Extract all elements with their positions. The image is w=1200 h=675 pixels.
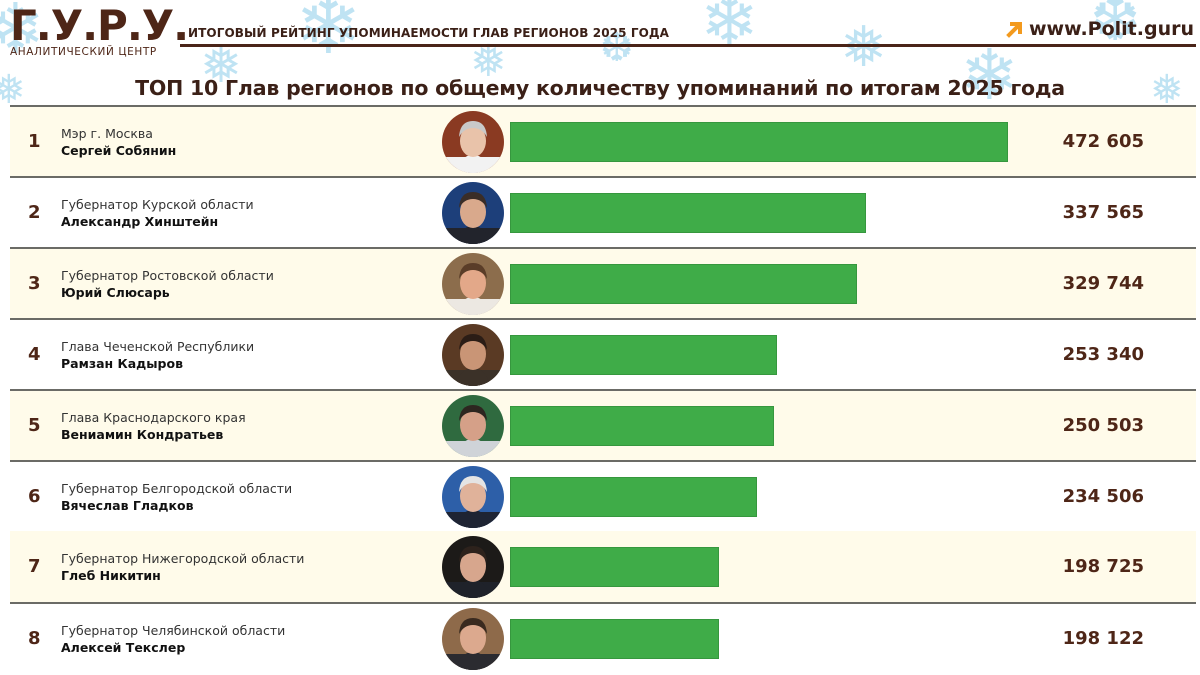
value-bar	[510, 546, 719, 587]
person-photo-icon	[442, 191, 504, 244]
person-label: Глава Чеченской Республики Рамзан Кадыров	[61, 338, 254, 372]
mention-count: 198 725	[1062, 556, 1144, 577]
snowflake-decoration: ❄	[700, 0, 759, 62]
person-photo-icon	[442, 617, 504, 670]
avatar	[442, 323, 504, 386]
person-label: Губернатор Курской области Александр Хинш…	[61, 196, 254, 230]
header-divider	[180, 44, 1196, 47]
person-name: Глеб Никитин	[61, 567, 161, 583]
table-row: 1 Мэр г. Москва Сергей Собянин 472 605	[10, 105, 1196, 176]
table-row: 8 Губернатор Челябинской области Алексей Т…	[10, 602, 1196, 673]
ranking-table: 1 Мэр г. Москва Сергей Собянин 472 605 2 Губе…	[10, 105, 1196, 673]
table-row: 2 Губернатор Курской области Александр Хин…	[10, 176, 1196, 247]
avatar	[442, 465, 504, 528]
position-title: Глава Чеченской Республики	[61, 338, 255, 354]
logo-wordmark: Г.У.Р.У.	[10, 1, 189, 50]
person-label: Глава Краснодарского края Вениамин Кондра…	[61, 409, 246, 443]
person-name: Юрий Слюсарь	[61, 284, 170, 300]
person-name: Александр Хинштейн	[61, 213, 219, 229]
position-title: Губернатор Белгородской области	[61, 480, 293, 496]
mention-count: 198 122	[1062, 628, 1144, 649]
person-name: Вениамин Кондратьев	[61, 426, 224, 442]
table-row: 3 Губернатор Ростовской области Юрий Слюса…	[10, 247, 1196, 318]
person-label: Губернатор Челябинской области Алексей Те…	[61, 622, 285, 656]
avatar	[442, 110, 504, 173]
site-url[interactable]: www.Polit.guru	[1029, 18, 1194, 40]
rank-number: 8	[28, 628, 41, 649]
table-row: 4 Глава Чеченской Республики Рамзан Кадыро…	[10, 318, 1196, 389]
value-bar	[510, 192, 866, 233]
mention-count: 472 605	[1062, 131, 1144, 152]
person-name: Сергей Собянин	[61, 142, 177, 158]
person-photo-icon	[442, 475, 504, 528]
value-bar	[510, 121, 1008, 162]
person-photo-icon	[442, 333, 504, 386]
rank-number: 4	[28, 344, 41, 365]
mention-count: 329 744	[1062, 273, 1144, 294]
rank-number: 1	[28, 131, 41, 152]
person-photo-icon	[442, 404, 504, 457]
report-title: ИТОГОВЫЙ РЕЙТИНГ УПОМИНАЕМОСТИ ГЛАВ РЕГИ…	[188, 26, 670, 40]
avatar	[442, 252, 504, 315]
guru-logo: Г.У.Р.У. АНАЛИТИЧЕСКИЙ ЦЕНТР	[10, 1, 189, 59]
rank-number: 6	[28, 486, 41, 507]
value-bar	[510, 263, 857, 304]
person-photo-icon	[442, 120, 504, 173]
position-title: Губернатор Челябинской области	[61, 622, 286, 638]
person-label: Губернатор Белгородской области Вячеслав …	[61, 480, 292, 514]
avatar	[442, 394, 504, 457]
position-title: Глава Краснодарского края	[61, 409, 246, 425]
value-bar	[510, 476, 757, 517]
value-bar	[510, 334, 777, 375]
chart-title: ТОП 10 Глав регионов по общему количеств…	[135, 76, 1065, 100]
position-title: Губернатор Ростовской области	[61, 267, 274, 283]
mention-count: 337 565	[1062, 202, 1144, 223]
mention-count: 253 340	[1062, 344, 1144, 365]
rank-number: 7	[28, 556, 41, 577]
snowflake-decoration: ❅	[840, 15, 887, 80]
value-bar	[510, 618, 719, 659]
logo-subtitle: АНАЛИТИЧЕСКИЙ ЦЕНТР	[10, 46, 157, 58]
avatar	[442, 535, 504, 598]
person-label: Губернатор Ростовской области Юрий Слюсар…	[61, 267, 274, 301]
table-row: 5 Глава Краснодарского края Вениамин Кондр…	[10, 389, 1196, 460]
rank-number: 2	[28, 202, 41, 223]
person-label: Губернатор Нижегородской области Глеб Ник…	[61, 550, 304, 584]
site-link[interactable]: www.Polit.guru	[1005, 18, 1194, 40]
person-label: Мэр г. Москва Сергей Собянин	[61, 125, 176, 159]
mention-count: 250 503	[1062, 415, 1144, 436]
person-name: Вячеслав Гладков	[61, 497, 194, 513]
rank-number: 5	[28, 415, 41, 436]
position-title: Губернатор Курской области	[61, 196, 254, 212]
rank-number: 3	[28, 273, 41, 294]
avatar	[442, 607, 504, 670]
position-title: Губернатор Нижегородской области	[61, 550, 305, 566]
table-row: 7 Губернатор Нижегородской области Глеб Ни…	[10, 531, 1196, 602]
avatar	[442, 181, 504, 244]
mention-count: 234 506	[1062, 486, 1144, 507]
person-photo-icon	[442, 262, 504, 315]
person-photo-icon	[442, 545, 504, 598]
position-title: Мэр г. Москва	[61, 125, 153, 141]
value-bar	[510, 405, 774, 446]
person-name: Рамзан Кадыров	[61, 355, 183, 371]
table-row: 6 Губернатор Белгородской области Вячеслав…	[10, 460, 1196, 531]
arrow-up-right-icon	[1006, 22, 1022, 38]
person-name: Алексей Текслер	[61, 639, 186, 655]
